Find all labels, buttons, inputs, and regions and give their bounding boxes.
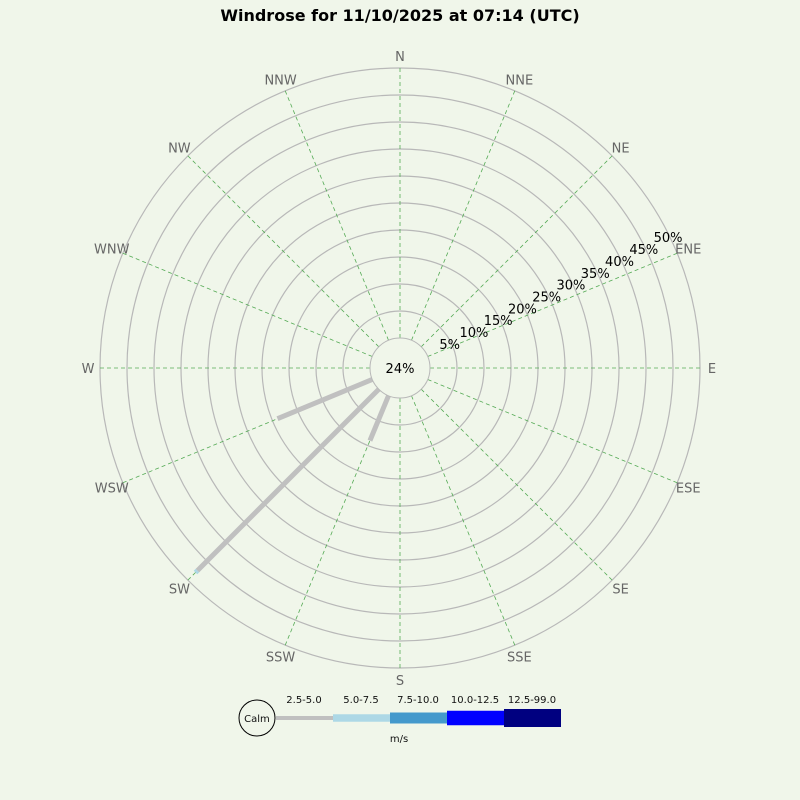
petal-wsw-bin-0 bbox=[276, 377, 374, 422]
grid-ring bbox=[153, 121, 647, 615]
direction-label-w: W bbox=[82, 362, 95, 377]
spoke-ne bbox=[420, 155, 613, 348]
spoke-sse bbox=[411, 395, 516, 646]
direction-label-ese: ESE bbox=[676, 481, 701, 496]
legend-bin-label: 5.0-7.5 bbox=[343, 695, 378, 706]
legend-swatch-2 bbox=[390, 712, 447, 724]
legend-bin-label: 12.5-99.0 bbox=[508, 695, 556, 706]
radial-tick-label: 35% bbox=[581, 267, 610, 282]
grid-ring bbox=[126, 94, 674, 642]
direction-label-se: SE bbox=[612, 583, 628, 598]
legend-bin-label: 7.5-10.0 bbox=[397, 695, 439, 706]
direction-label-ssw: SSW bbox=[266, 650, 296, 665]
legend-swatch-4 bbox=[504, 709, 561, 727]
radial-tick-label: 50% bbox=[654, 231, 683, 246]
legend-bin-label: 10.0-12.5 bbox=[451, 695, 499, 706]
direction-label-ene: ENE bbox=[675, 243, 701, 258]
chart-title: Windrose for 11/10/2025 at 07:14 (UTC) bbox=[220, 6, 579, 25]
petal-ssw-bin-0 bbox=[367, 394, 391, 442]
spoke-nne bbox=[411, 90, 516, 341]
grid-ring bbox=[342, 310, 458, 426]
spoke-ene bbox=[427, 252, 678, 357]
spoke-nw bbox=[187, 155, 380, 348]
radial-tick-label: 20% bbox=[508, 302, 537, 317]
direction-label-e: E bbox=[708, 362, 716, 377]
radial-tick-label: 15% bbox=[484, 314, 513, 329]
legend-calm-label: Calm bbox=[244, 714, 270, 725]
direction-label-nne: NNE bbox=[506, 74, 534, 89]
radial-tick-label: 25% bbox=[532, 290, 561, 305]
radial-tick-label: 5% bbox=[439, 338, 460, 353]
legend-swatch-3 bbox=[447, 710, 504, 726]
direction-label-nw: NW bbox=[168, 141, 191, 156]
direction-label-sw: SW bbox=[169, 583, 190, 598]
spoke-nnw bbox=[284, 90, 389, 341]
legend: Calm 2.5-5.0 5.0-7.5 7.5-10.0 10.0-12.5 12.5… bbox=[238, 695, 561, 745]
calm-circle bbox=[369, 337, 431, 399]
legend-swatch-0 bbox=[276, 716, 333, 720]
petals bbox=[193, 377, 391, 575]
spoke-wnw bbox=[122, 252, 373, 357]
radial-tick-label: 30% bbox=[557, 279, 586, 294]
spoke-ese bbox=[427, 379, 678, 484]
direction-label-sse: SSE bbox=[507, 650, 532, 665]
spoke-se bbox=[420, 388, 613, 581]
direction-label-wnw: WNW bbox=[94, 243, 130, 258]
legend-swatch-1 bbox=[333, 714, 390, 722]
legend-unit-label: m/s bbox=[390, 734, 408, 745]
radial-tick-label: 40% bbox=[605, 255, 634, 270]
petal-sw-bin-1 bbox=[193, 568, 200, 575]
radial-tick-label: 45% bbox=[629, 243, 658, 258]
direction-label-ne: NE bbox=[612, 141, 630, 156]
legend-calm-circle bbox=[238, 699, 276, 737]
direction-label-s: S bbox=[396, 674, 404, 689]
calm-percent-label: 24% bbox=[386, 362, 415, 377]
direction-label-nnw: NNW bbox=[264, 74, 296, 89]
grid-ring bbox=[315, 283, 485, 453]
petal-sw-bin-0 bbox=[195, 387, 381, 573]
direction-label-n: N bbox=[395, 50, 405, 65]
direction-label-wsw: WSW bbox=[95, 481, 129, 496]
legend-bin-label: 2.5-5.0 bbox=[286, 695, 321, 706]
radial-tick-label: 10% bbox=[459, 326, 488, 341]
